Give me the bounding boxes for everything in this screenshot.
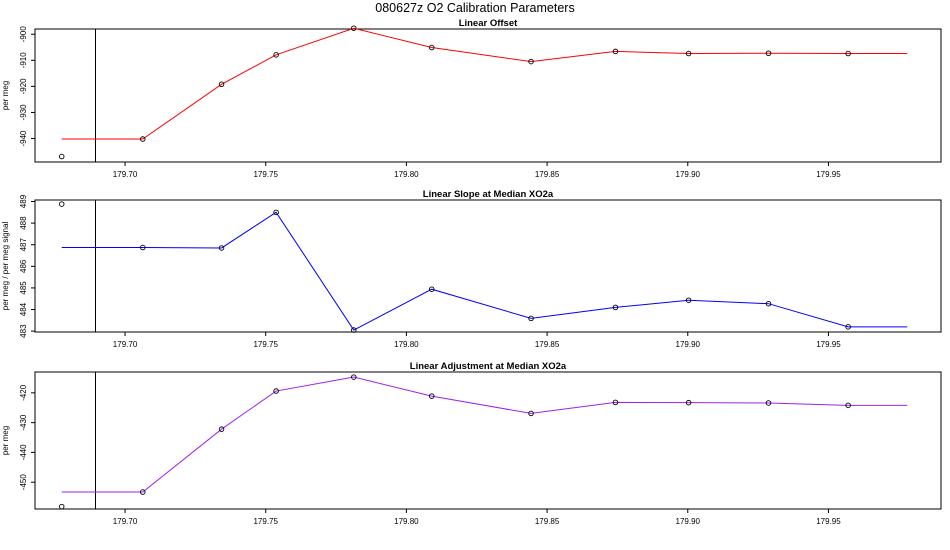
data-point [428,393,435,399]
y-tick-label: 485 [19,281,28,295]
y-tick-label: -910 [19,52,28,69]
figure-title: 080627z O2 Calibration Parameters [375,1,574,15]
data-point [218,81,225,88]
data-point [528,315,534,322]
x-tick-label: 179.85 [535,170,560,179]
panel-title: Linear Slope at Median XO2a [423,189,554,200]
data-point [528,58,534,65]
chart-panel: Linear Slope at Median XO2a 179.70 179.75 1… [1,189,942,349]
data-point [765,50,772,57]
data-point [351,327,357,333]
data-point [351,374,357,380]
y-tick-label: -430 [19,414,28,431]
y-tick-label: -920 [19,78,28,95]
y-tick-label: 484 [19,302,28,316]
x-tick-label: 179.80 [394,340,419,349]
y-axis-label: per meg [1,426,10,455]
data-point [140,489,146,495]
x-tick-label: 179.85 [535,517,560,526]
data-point [428,286,435,292]
x-tick-label: 179.95 [816,517,841,526]
y-axis-label: per meg [1,81,10,110]
panel-title: Linear Adjustment at Median XO2a [410,361,567,372]
data-point [845,402,851,409]
data-point [612,304,619,311]
x-tick-label: 179.90 [676,517,701,526]
x-tick-label: 179.70 [113,170,138,179]
data-point [612,399,619,406]
series-line [61,376,908,493]
chart-panel: Linear Offset 179.70 179.75 179.80 179.85 179… [1,18,942,179]
x-tick-label: 179.90 [676,170,701,179]
y-tick-label: -420 [19,384,28,401]
x-tick-label: 179.70 [113,340,138,349]
plot-frame [34,28,942,163]
y-tick-label: -440 [19,444,28,461]
y-tick-label: 483 [19,324,28,338]
y-tick-label: -450 [19,474,28,491]
y-tick-label: -900 [19,26,28,43]
x-tick-label: 179.90 [676,340,701,349]
x-tick-label: 179.70 [113,517,138,526]
data-point [765,300,772,307]
x-tick-label: 179.95 [816,340,841,349]
data-point [218,426,225,432]
data-point [685,50,692,57]
y-tick-label: 488 [19,216,28,230]
data-point [58,201,65,207]
panels: Linear Offset 179.70 179.75 179.80 179.85 179… [1,18,942,526]
data-point [58,503,65,510]
data-point [273,209,279,216]
data-point [428,44,435,51]
data-point [765,400,772,406]
data-point [351,25,357,31]
x-tick-label: 179.75 [253,517,278,526]
y-tick-label: 486 [19,259,28,273]
y-axis-label: per meg / per meg signal [1,222,10,311]
data-point [845,50,851,57]
data-point [58,153,65,160]
plot-frame [34,371,942,510]
x-tick-label: 179.85 [535,340,560,349]
data-point [685,297,692,303]
data-point [140,244,146,251]
y-tick-label: 489 [19,194,28,208]
panel-title: Linear Offset [459,18,518,29]
data-point [218,245,225,251]
data-point [528,410,534,417]
y-tick-label: 487 [19,238,28,252]
y-tick-label: -930 [19,104,28,121]
chart-panel: Linear Adjustment at Median XO2a 179.70 17… [1,361,942,526]
y-tick-label: -940 [19,130,28,147]
data-point [273,388,279,394]
x-tick-label: 179.80 [394,170,419,179]
x-tick-label: 179.75 [253,340,278,349]
series-line [61,211,908,331]
data-point [273,52,279,58]
x-tick-label: 179.75 [253,170,278,179]
data-point [140,136,146,142]
series-line [61,27,908,140]
x-tick-label: 179.95 [816,170,841,179]
data-point [612,48,619,55]
x-tick-label: 179.80 [394,517,419,526]
data-point [685,399,692,406]
data-point [845,324,851,330]
